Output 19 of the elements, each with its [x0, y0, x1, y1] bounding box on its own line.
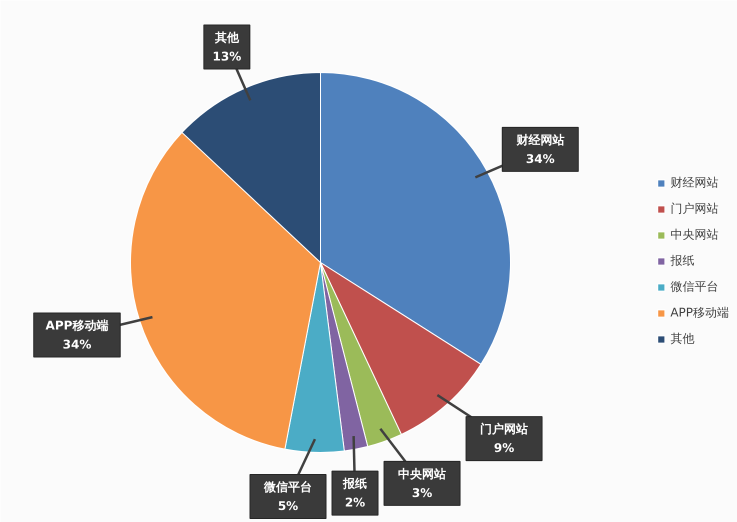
legend-label: 中央网站 [670, 226, 718, 244]
legend-label: 其他 [670, 330, 694, 348]
data-label: 3% [412, 486, 432, 500]
legend-label: 微信平台 [670, 278, 718, 296]
slice-label: 其他 [214, 30, 240, 45]
data-label: 5% [278, 499, 298, 513]
legend-label: 财经网站 [670, 174, 718, 192]
legend-label: APP移动端 [670, 304, 729, 322]
data-label: 13% [212, 50, 242, 64]
slice-label: 财经网站 [515, 132, 564, 147]
data-label: 2% [344, 496, 366, 510]
slice-label: 微信平台 [263, 480, 312, 494]
slice-label: 中央网站 [398, 466, 446, 481]
legend-label: 门户网站 [670, 200, 718, 218]
slice-label: 门户网站 [480, 422, 528, 436]
data-label: 34% [62, 338, 92, 352]
legend-label: 报纸 [670, 252, 694, 270]
data-label: 9% [494, 441, 514, 456]
slice-label: 报纸 [342, 476, 368, 491]
